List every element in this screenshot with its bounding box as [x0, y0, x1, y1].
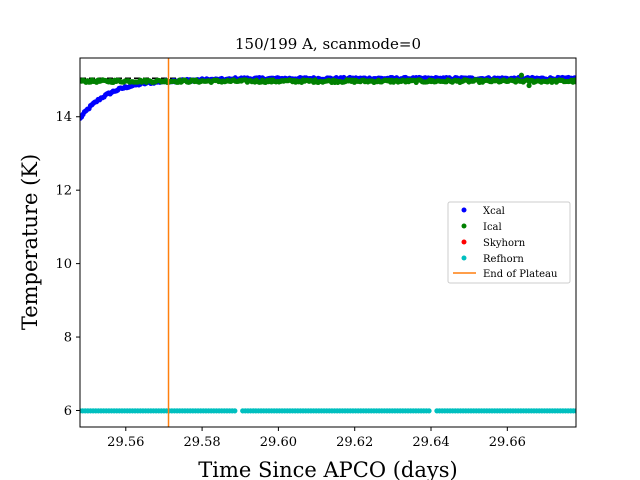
legend-label-ical: Ical: [483, 222, 502, 233]
legend-marker-skyhorn: [461, 239, 467, 245]
data-point: [426, 408, 432, 414]
legend-label-xcal: Xcal: [483, 206, 505, 217]
legend-marker-ical: [461, 223, 467, 229]
data-point: [573, 408, 576, 414]
legend-label-refhorn: Refhorn: [483, 254, 524, 265]
legend-box: [447, 201, 571, 284]
legend: Xcal Ical Skyhorn Refhorn End of Plateau: [447, 201, 571, 284]
y-tick-label: 6: [64, 404, 72, 419]
y-tick-label: 8: [64, 331, 72, 346]
data-point-outlier: [518, 72, 525, 78]
series-refhorn: [80, 408, 576, 414]
legend-label-skyhorn: Skyhorn: [483, 238, 526, 249]
legend-marker-xcal: [461, 207, 467, 213]
y-axis-label: Temperature (K): [18, 154, 42, 330]
x-tick-label: 29.64: [412, 435, 449, 450]
x-axis-label: Time Since APCO (days): [198, 458, 457, 480]
data-point: [573, 79, 576, 85]
x-axis: 29.56 29.58 29.60 29.62 29.64 29.66: [107, 427, 526, 450]
chart-title: 150/199 A, scanmode=0: [235, 35, 421, 53]
legend-marker-refhorn: [461, 255, 467, 261]
x-tick-label: 29.66: [489, 435, 526, 450]
data-point-outlier: [526, 82, 532, 89]
data-point: [232, 408, 238, 414]
y-axis: 6 8 10 12 14: [55, 110, 80, 419]
x-tick-label: 29.58: [183, 435, 220, 450]
x-tick-label: 29.62: [336, 435, 373, 450]
plot-area: [79, 57, 577, 428]
y-tick-label: 14: [55, 110, 72, 125]
y-tick-label: 10: [55, 257, 72, 272]
plot-frame: [79, 57, 577, 428]
series-ical: [80, 72, 576, 89]
series-layer: [80, 58, 576, 427]
y-tick-label: 12: [55, 184, 72, 199]
x-tick-label: 29.60: [260, 435, 297, 450]
x-tick-label: 29.56: [107, 435, 144, 450]
legend-label-end-of-plateau: End of Plateau: [483, 269, 558, 280]
